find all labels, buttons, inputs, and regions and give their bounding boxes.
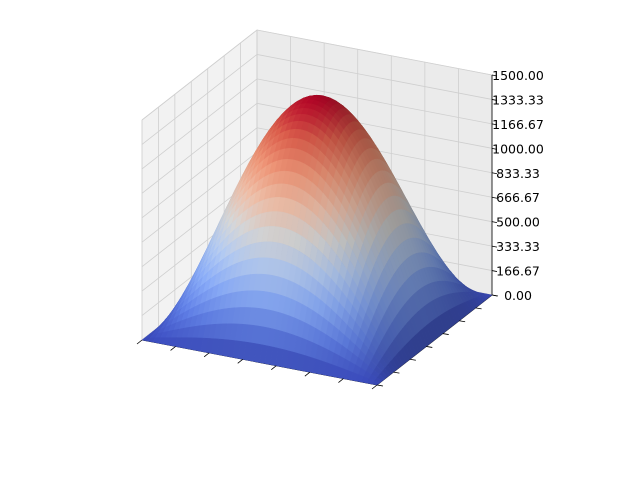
z-tick-label: 500.00	[496, 215, 540, 230]
z-tick-mark	[491, 147, 498, 150]
z-tick-mark	[491, 123, 498, 126]
z-tick-label: 666.67	[496, 190, 540, 205]
y-tick-mark	[426, 346, 433, 348]
z-tick-mark	[491, 270, 498, 272]
y-tick-mark	[442, 333, 449, 335]
z-tick-label: 0.00	[504, 288, 532, 303]
x-tick-mark	[371, 384, 378, 390]
z-grid-line	[141, 29, 493, 121]
z-grid-line	[141, 127, 493, 219]
axis-ticks	[136, 74, 499, 390]
z-grid-line	[141, 78, 493, 170]
x-tick-mark	[170, 346, 176, 351]
surface-facet	[371, 380, 381, 386]
x-tick-mark	[338, 378, 344, 383]
z-tick-mark	[491, 196, 498, 199]
x-tick-mark	[136, 339, 143, 345]
z-tick-mark	[491, 74, 498, 77]
y-tick-mark	[475, 307, 482, 310]
z-tick-mark	[491, 172, 498, 175]
z-tick-label: 1500.00	[492, 68, 544, 83]
z-tick-mark	[491, 221, 498, 224]
z-tick-label: 833.33	[496, 166, 540, 181]
y-tick-mark	[409, 358, 416, 361]
z-tick-label: 1166.67	[492, 117, 544, 132]
x-tick-mark	[271, 365, 277, 371]
z-tick-label: 1000.00	[492, 141, 544, 156]
z-grid-line	[141, 102, 493, 194]
y-tick-mark	[393, 371, 400, 374]
x-tick-mark	[237, 358, 243, 364]
z-tick-mark	[491, 294, 498, 297]
z-tick-mark	[491, 245, 498, 248]
z-grid-line	[141, 54, 493, 145]
z-tick-labels: 0.00 166.67 333.33 500.00 666.67 833.33 1000.0…	[492, 68, 544, 303]
z-tick-label: 333.33	[496, 239, 540, 254]
surface-mesh	[141, 94, 493, 386]
y-tick-mark	[376, 384, 384, 387]
y-tick-mark	[459, 320, 466, 323]
x-tick-mark	[203, 352, 210, 358]
z-tick-label: 1333.33	[492, 92, 544, 107]
z-tick-label: 166.67	[496, 264, 540, 279]
x-tick-mark	[304, 371, 311, 377]
z-tick-mark	[491, 99, 498, 101]
